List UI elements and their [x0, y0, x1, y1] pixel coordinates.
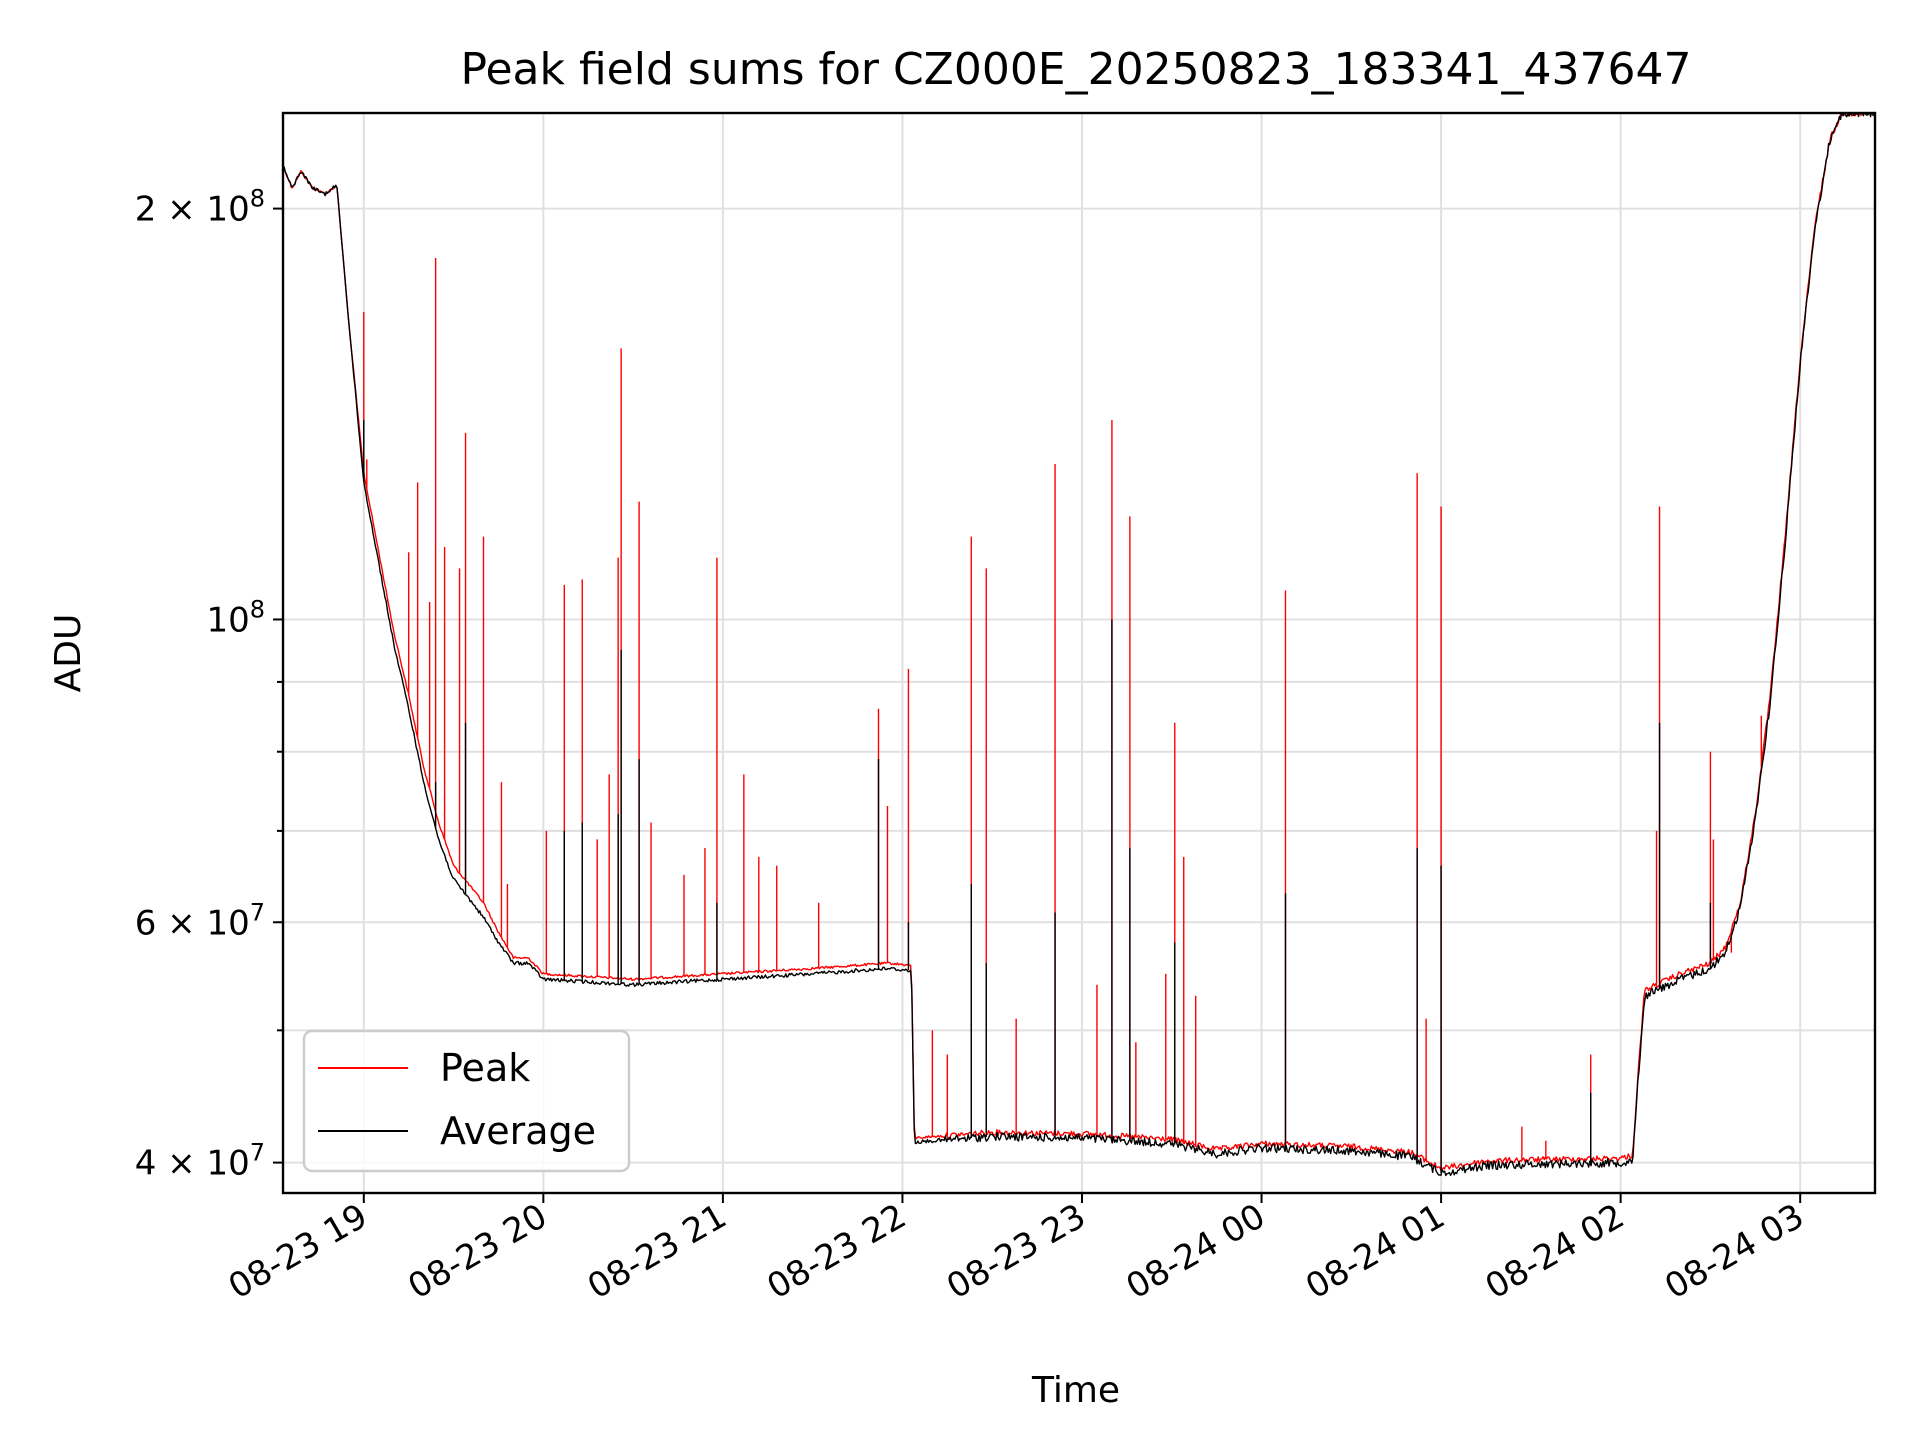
series-layer	[283, 113, 1875, 1177]
series-line	[283, 113, 1875, 1177]
x-axis-title: Time	[1031, 1370, 1120, 1411]
y-tick-label: 4 × 107	[135, 1139, 265, 1184]
legend-peak-label: Peak	[440, 1046, 530, 1090]
legend-average-label: Average	[440, 1109, 596, 1153]
plot-area	[273, 111, 1877, 1203]
legend-box	[302, 1029, 631, 1173]
y-tick-labels: 4 × 107 6 × 107 108 2 × 108	[135, 185, 265, 1184]
y-tick-label: 2 × 108	[135, 185, 265, 230]
ticks	[273, 207, 1802, 1203]
legend: Peak Average	[302, 1029, 631, 1173]
series-average	[283, 113, 1875, 1177]
chart-title: Peak field sums for CZ000E_20250823_1833…	[461, 44, 1692, 95]
plot-frame	[281, 111, 1877, 1195]
y-tick-label: 6 × 107	[135, 898, 265, 943]
y-axis-title: ADU	[48, 614, 89, 693]
y-tick-label: 108	[206, 595, 265, 640]
